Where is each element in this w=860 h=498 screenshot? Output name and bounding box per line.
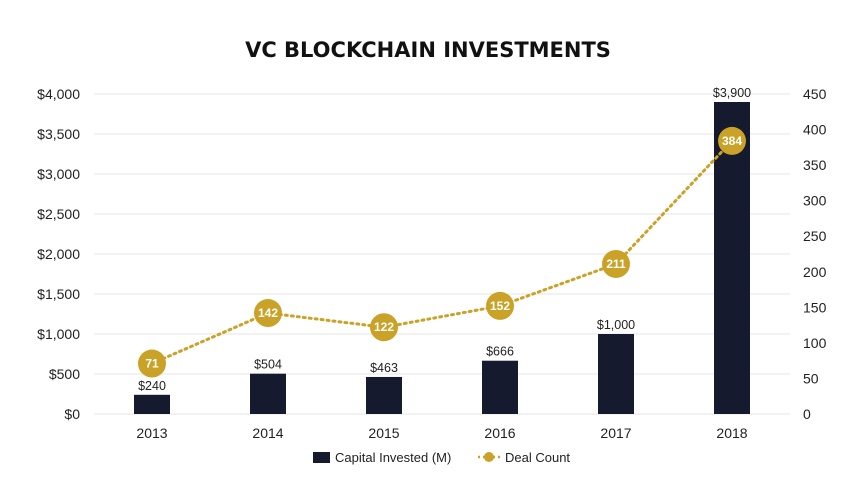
x-tick-label: 2016 <box>484 425 515 441</box>
line-point-label: 71 <box>145 357 159 371</box>
right-tick-label: 150 <box>803 299 827 315</box>
line-series <box>150 139 734 366</box>
deal-count-line <box>150 139 734 366</box>
right-tick-label: 0 <box>803 406 811 422</box>
legend: Capital Invested (M) Deal Count <box>313 450 570 465</box>
x-axis-ticks: 2013 2014 2015 2016 2017 2018 <box>136 425 747 441</box>
right-tick-label: 400 <box>803 122 827 138</box>
right-tick-label: 450 <box>803 86 827 102</box>
bar-data-label: $666 <box>486 345 514 359</box>
gridlines <box>94 93 790 415</box>
x-tick-label: 2018 <box>716 425 747 441</box>
line-point <box>718 126 746 155</box>
left-axis-ticks: $0 $500 $1,000 $1,500 $2,000 $2,500 $3,000 $3,5… <box>37 86 80 422</box>
bar-data-label: $504 <box>254 358 282 372</box>
bar <box>134 394 170 414</box>
left-tick-label: $3,000 <box>37 166 80 182</box>
bar-data-label: $240 <box>138 379 166 393</box>
left-tick-label: $0 <box>64 406 80 422</box>
right-tick-label: 50 <box>803 370 819 386</box>
legend-line-label: Deal Count <box>505 450 570 465</box>
bar-data-label: $463 <box>370 361 398 375</box>
line-point-label: 384 <box>722 134 742 148</box>
line-point-label: 142 <box>258 306 278 320</box>
left-tick-label: $1,500 <box>37 286 80 302</box>
right-axis-ticks: 0 50 100 150 200 250 300 350 400 450 <box>803 86 827 422</box>
x-tick-label: 2014 <box>252 425 283 441</box>
bar <box>482 360 518 414</box>
bar <box>366 376 402 414</box>
right-tick-label: 300 <box>803 193 827 209</box>
legend-line-marker <box>484 452 494 462</box>
line-point <box>602 249 630 278</box>
x-tick-label: 2013 <box>136 425 167 441</box>
left-tick-label: $2,500 <box>37 206 80 222</box>
left-tick-label: $3,500 <box>37 126 80 142</box>
chart-title: VC BLOCKCHAIN INVESTMENTS <box>245 38 611 62</box>
line-point-label: 211 <box>606 257 626 271</box>
line-point-label: 122 <box>374 320 394 334</box>
bar-series <box>134 102 750 414</box>
bar-data-labels: $240 $504 $463 $666 $1,000 $3,900 <box>138 86 751 393</box>
left-tick-label: $500 <box>49 366 80 382</box>
left-tick-label: $4,000 <box>37 86 80 102</box>
right-tick-label: 250 <box>803 228 827 244</box>
bar-data-label: $1,000 <box>597 318 635 332</box>
x-tick-label: 2017 <box>600 425 631 441</box>
bar <box>598 334 634 414</box>
bar <box>250 373 286 414</box>
line-point <box>254 299 282 328</box>
right-tick-label: 350 <box>803 157 827 173</box>
right-tick-label: 200 <box>803 264 827 280</box>
x-tick-label: 2015 <box>368 425 399 441</box>
left-tick-label: $1,000 <box>37 326 80 342</box>
left-tick-label: $2,000 <box>37 246 80 262</box>
line-point <box>370 313 398 342</box>
legend-bar-swatch <box>313 452 330 463</box>
line-point <box>486 291 514 320</box>
line-point-label: 152 <box>490 299 510 313</box>
bar-data-label: $3,900 <box>713 86 751 100</box>
right-tick-label: 100 <box>803 335 827 351</box>
line-points: 71 142 122 152 211 384 <box>138 126 746 378</box>
line-point <box>138 349 166 378</box>
legend-bar-label: Capital Invested (M) <box>335 450 451 465</box>
